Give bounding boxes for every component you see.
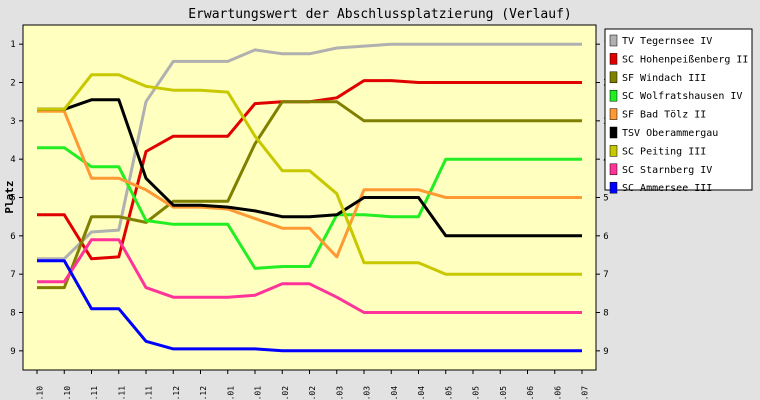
x-tick-label: 31.05 bbox=[499, 386, 508, 400]
series-line bbox=[37, 98, 582, 238]
legend-label: SC Starnberg IV bbox=[622, 165, 712, 176]
x-tick-label: 25.01 bbox=[254, 386, 263, 400]
x-tick-label: 28.06 bbox=[553, 386, 562, 400]
legend-swatch bbox=[609, 108, 618, 120]
y-tick-label-left: 5 bbox=[10, 194, 15, 204]
x-tick-label: 22.03 bbox=[363, 386, 372, 400]
legend-label: TSV Oberammergau bbox=[622, 128, 718, 139]
y-tick-label-left: 8 bbox=[10, 309, 15, 319]
legend-box bbox=[604, 28, 753, 191]
series-line bbox=[37, 146, 582, 270]
x-tick-label: 17.05 bbox=[472, 386, 481, 400]
y-tick-label-left: 4 bbox=[10, 155, 15, 165]
series-line bbox=[37, 73, 582, 276]
legend-label: SF Bad Tölz II bbox=[622, 110, 706, 121]
legend-swatch bbox=[609, 71, 618, 84]
y-tick-label-left: 7 bbox=[10, 270, 15, 280]
series-line bbox=[37, 238, 582, 314]
x-tick-label: 03.05 bbox=[444, 386, 453, 400]
x-tick-label: 19.10 bbox=[63, 386, 72, 400]
y-tick-label-right: 8 bbox=[603, 309, 608, 319]
x-tick-label: 14.06 bbox=[526, 386, 535, 400]
x-tick-label: 02.11 bbox=[90, 386, 99, 400]
y-tick-label-right: 5 bbox=[603, 194, 608, 204]
legend-label: SF Windach III bbox=[622, 73, 706, 84]
chart-title: Erwartungswert der Abschlussplatzierung … bbox=[188, 7, 572, 22]
series-line bbox=[37, 109, 582, 259]
x-tick-label: 22.02 bbox=[308, 386, 317, 400]
legend-swatch bbox=[609, 126, 618, 139]
y-tick-label-right: 7 bbox=[603, 270, 608, 280]
x-tick-label: 05.10 bbox=[36, 386, 45, 400]
x-tick-label: 12.07 bbox=[581, 386, 590, 400]
legend-swatch bbox=[609, 53, 618, 65]
x-tick-label: 08.03 bbox=[335, 386, 344, 400]
series-layer bbox=[37, 42, 582, 353]
x-tick-label: 16.11 bbox=[117, 386, 126, 400]
x-tick-label: 08.02 bbox=[281, 386, 290, 400]
y-tick-label-right: 6 bbox=[603, 232, 608, 242]
x-tick-label: 14.12 bbox=[172, 386, 181, 400]
x-tick-label: 11.01 bbox=[226, 386, 235, 400]
legend-swatch bbox=[609, 181, 618, 194]
legend-label: SC Hohenpeißenberg II bbox=[622, 54, 748, 65]
x-tick-label: 30.11 bbox=[145, 386, 154, 400]
y-tick-label-left: 3 bbox=[10, 117, 15, 127]
legend-label: SC Ammersee III bbox=[622, 183, 712, 194]
x-tick-label: 28.12 bbox=[199, 386, 208, 400]
series-line bbox=[37, 259, 582, 353]
legend-label: TV Tegernsee IV bbox=[622, 36, 712, 47]
x-tick-label: 05.04 bbox=[390, 386, 399, 400]
legend-swatch bbox=[609, 89, 618, 102]
legend-swatch bbox=[609, 163, 618, 176]
y-tick-label-left: 9 bbox=[10, 347, 15, 357]
y-tick-label-left: 1 bbox=[10, 40, 15, 50]
x-tick-label: 19.04 bbox=[417, 386, 426, 400]
y-tick-label-right: 9 bbox=[603, 347, 608, 357]
legend: TV Tegernsee IV SC Hohenpeißenberg II SF W… bbox=[604, 28, 753, 194]
series-line bbox=[37, 100, 582, 290]
legend-label: SC Peiting III bbox=[622, 146, 706, 157]
y-tick-label-left: 2 bbox=[10, 79, 15, 89]
legend-swatch bbox=[609, 34, 618, 47]
legend-swatch bbox=[609, 145, 618, 157]
y-tick-label-left: 6 bbox=[10, 232, 15, 242]
y-axis-label: Platz bbox=[3, 180, 16, 213]
legend-label: SC Wolfratshausen IV bbox=[622, 91, 742, 102]
